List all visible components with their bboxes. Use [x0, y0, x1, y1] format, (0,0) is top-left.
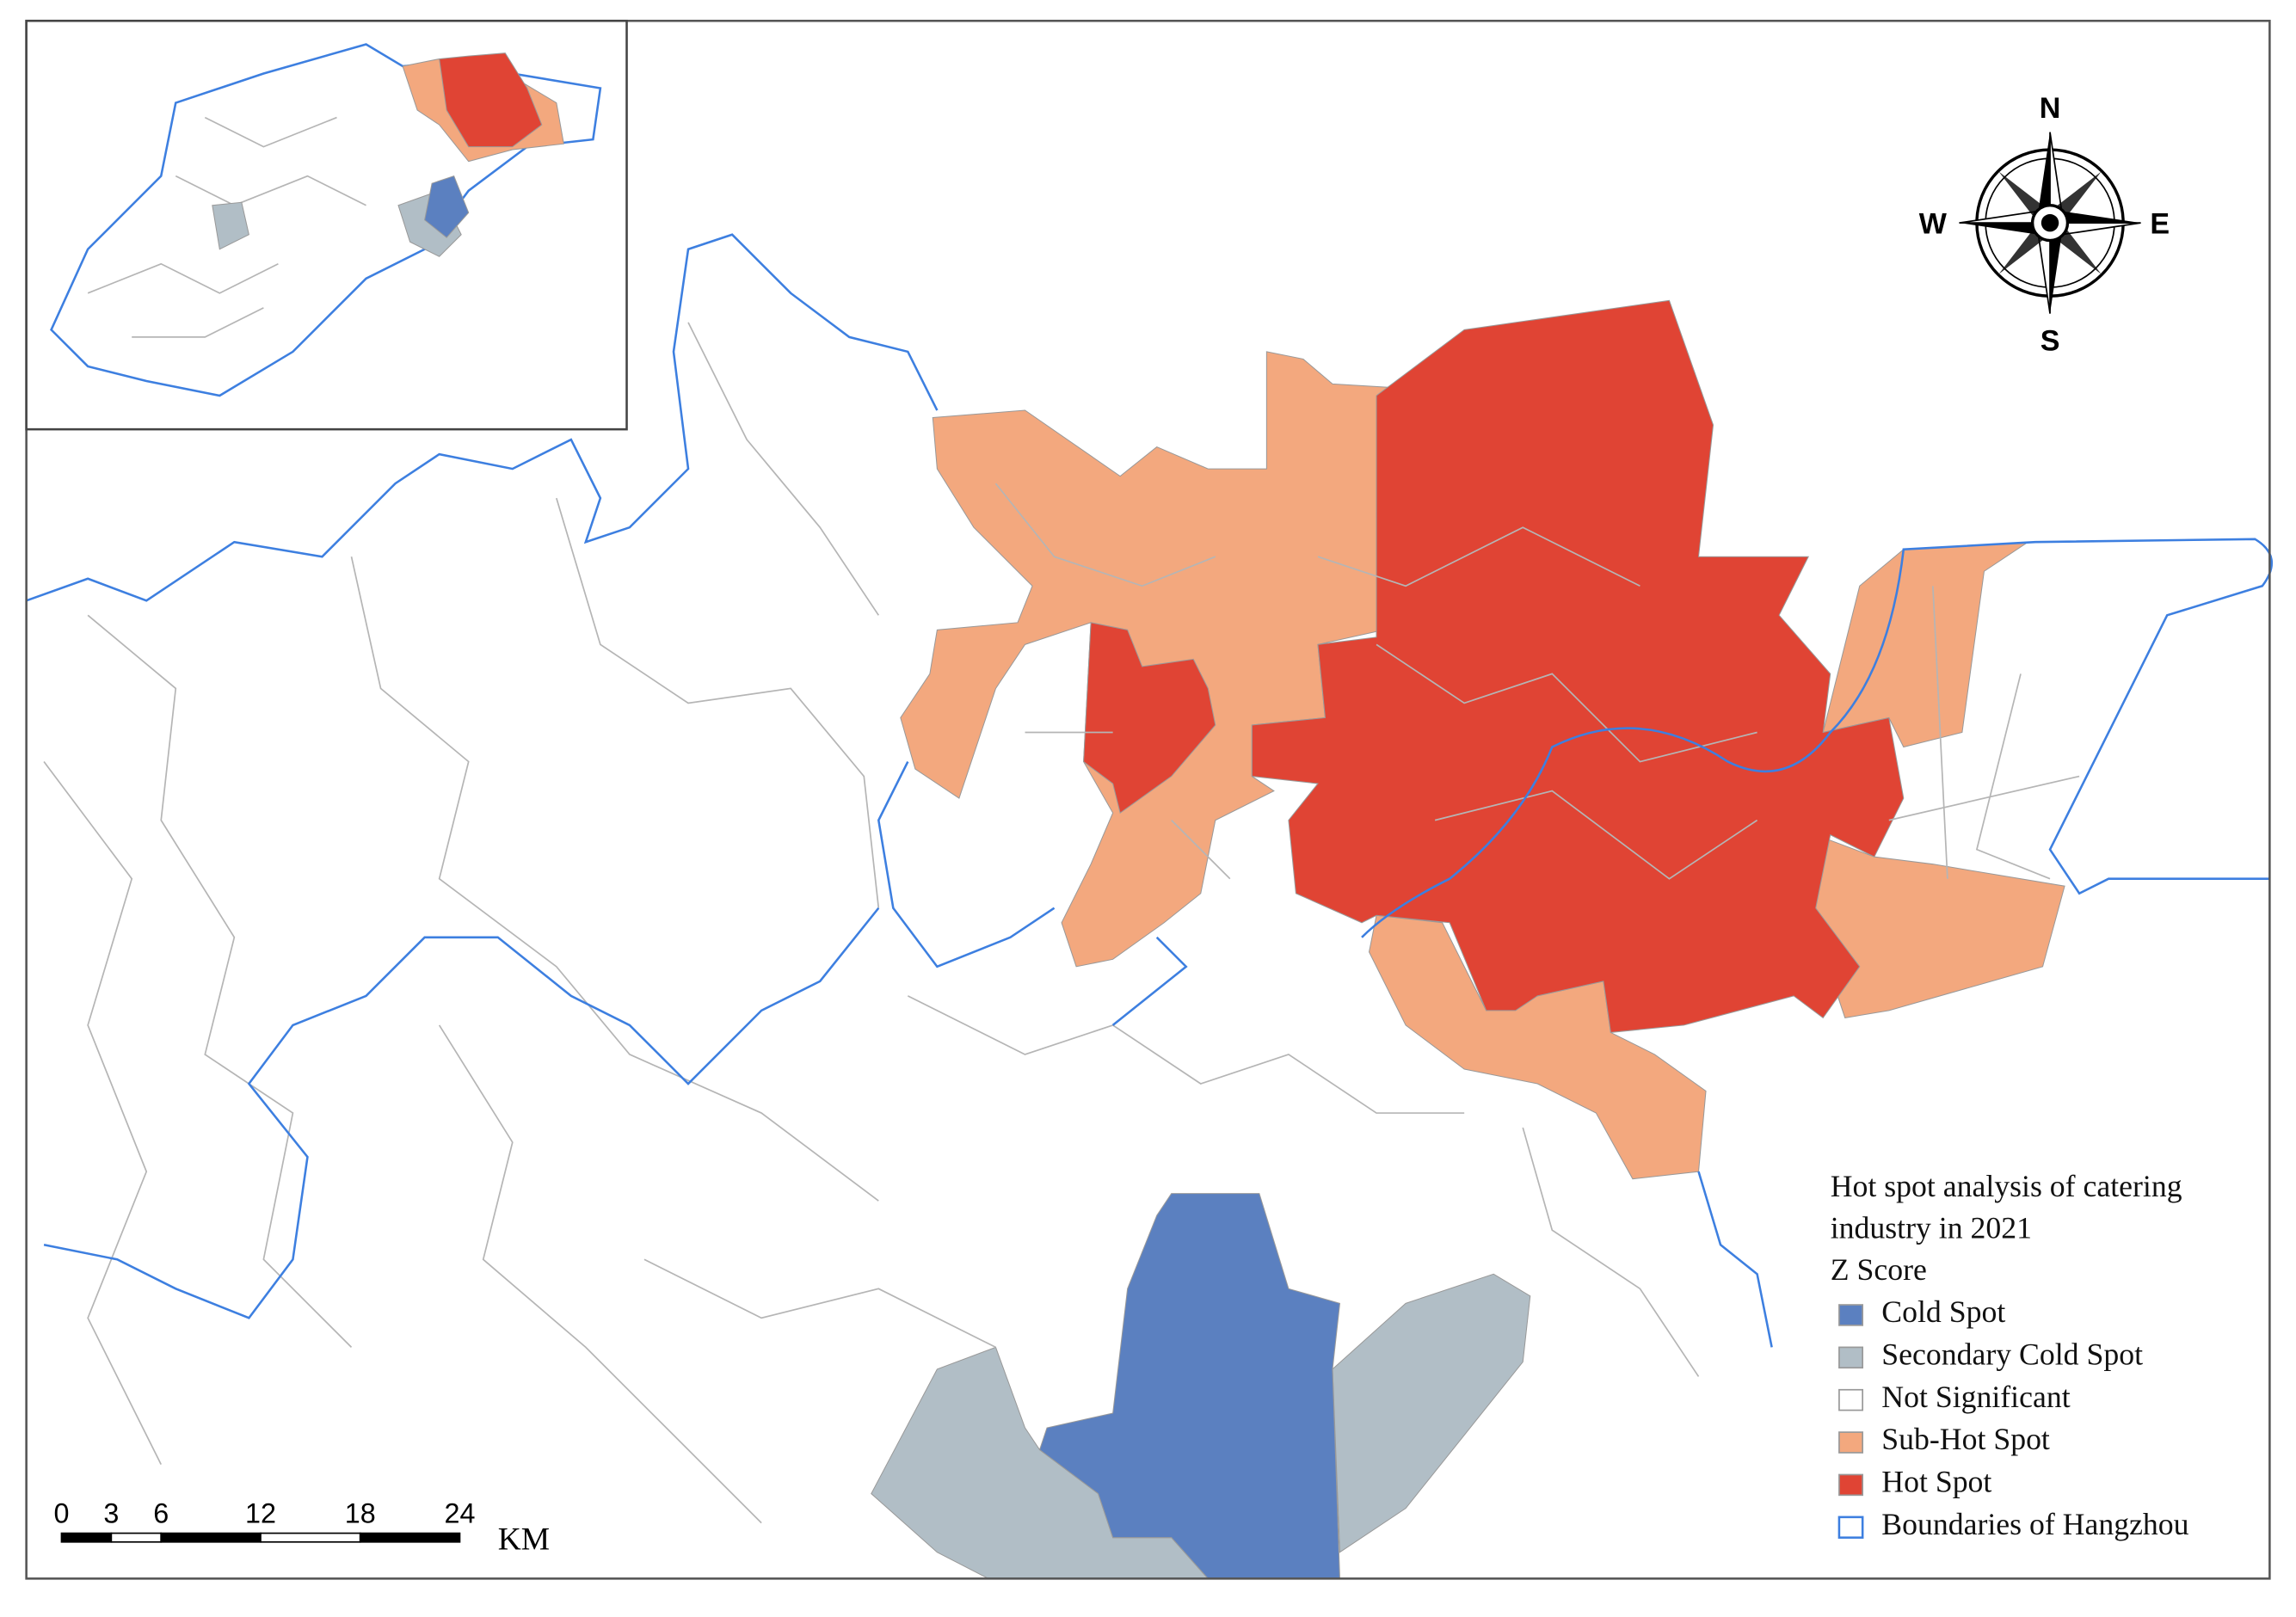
scale-tick-label: 6 — [153, 1498, 169, 1529]
legend-swatch — [1838, 1388, 1864, 1411]
legend-label: Cold Spot — [1881, 1294, 2005, 1329]
legend-swatch — [1837, 1516, 1864, 1539]
hangzhou-boundaries — [26, 233, 2274, 1348]
scale-segment — [359, 1532, 461, 1543]
legend-swatch — [1838, 1431, 1864, 1454]
compass: N E S W — [1919, 92, 2170, 358]
scale-unit: KM — [498, 1522, 550, 1557]
district-lines — [43, 322, 2080, 1524]
sub-hot-region — [1822, 541, 2030, 748]
sub-hot-region — [900, 351, 1407, 968]
compass-west: W — [1919, 208, 1948, 241]
legend-title: industry in 2021 — [1831, 1210, 2032, 1245]
legend-swatch — [1838, 1473, 1864, 1497]
scale-tick-label: 3 — [103, 1498, 119, 1529]
compass-south: S — [2041, 325, 2060, 358]
legend: Hot spot analysis of catering industry in… — [1831, 1169, 2189, 1541]
legend-label: Boundaries of Hangzhou — [1881, 1507, 2188, 1541]
hot-region — [1251, 299, 1905, 1033]
scale-tick-label: 18 — [345, 1498, 376, 1529]
scale-bar: 0 3 6 12 18 24 KM — [53, 1498, 550, 1558]
regions — [871, 299, 2065, 1579]
scale-segment — [110, 1532, 163, 1543]
legend-title: Hot spot analysis of catering — [1831, 1169, 2182, 1203]
scale-segment — [60, 1532, 113, 1543]
legend-swatch — [1838, 1346, 1864, 1369]
legend-label: Hot Spot — [1881, 1465, 1991, 1499]
secondary-cold-region — [1332, 1273, 1531, 1553]
scale-tick-label: 24 — [444, 1498, 475, 1529]
legend-label: Secondary Cold Spot — [1881, 1337, 2143, 1372]
legend-title: Z Score — [1831, 1252, 1927, 1287]
scale-segment — [260, 1532, 361, 1543]
scale-tick-label: 0 — [53, 1498, 69, 1529]
scale-tick-label: 12 — [245, 1498, 276, 1529]
cold-region — [1038, 1193, 1341, 1579]
compass-east: E — [2150, 208, 2170, 241]
scale-segment — [160, 1532, 262, 1543]
legend-label: Sub-Hot Spot — [1881, 1422, 2050, 1456]
legend-label: Not Significant — [1881, 1380, 2070, 1414]
map-frame — [25, 19, 2271, 1580]
hot-region — [1083, 622, 1216, 814]
inset-map — [25, 19, 628, 431]
compass-north: N — [2040, 92, 2061, 125]
legend-swatch — [1838, 1304, 1864, 1326]
